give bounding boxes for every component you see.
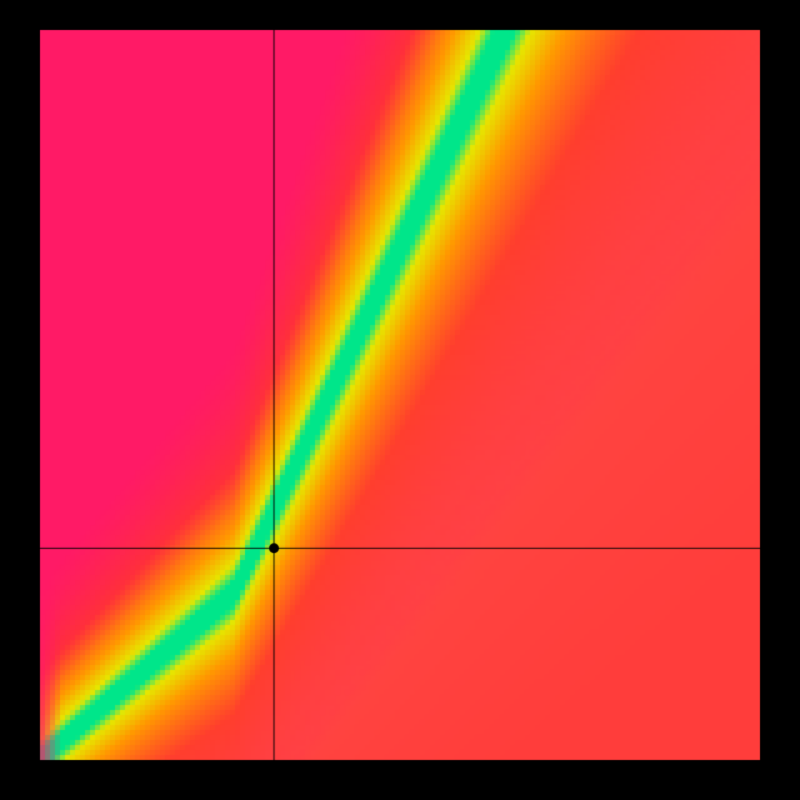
chart-container: TheBottleneck.com xyxy=(0,0,800,800)
bottleneck-heatmap xyxy=(0,0,800,800)
